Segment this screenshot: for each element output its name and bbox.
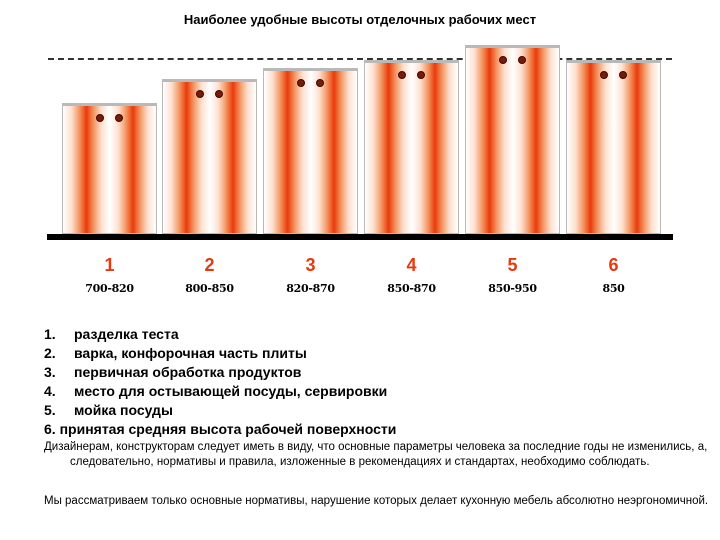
door-knob-icon: [114, 114, 123, 122]
height-range: 850-950: [488, 282, 537, 295]
cabinet-door-left: [63, 106, 111, 233]
cabinet-number: 2: [204, 255, 215, 275]
legend-list: 1. разделка теста 2. варка, конфорочная ча…: [44, 325, 396, 439]
diagram-title: Наиболее удобные высоты отделочных рабоч…: [183, 12, 537, 27]
cabinet-door-left: [264, 71, 312, 233]
list-item: 2. варка, конфорочная часть плиты: [44, 345, 307, 361]
list-item: 6. принятая средняя высота рабочей повер…: [44, 421, 397, 437]
paragraph-designers-note: Дизайнерам, конструкторам следует иметь …: [44, 441, 708, 468]
height-range: 850: [602, 282, 625, 295]
door-knob-icon: [196, 90, 205, 98]
cabinet-4: [364, 60, 459, 234]
height-range: 850-870: [387, 282, 436, 295]
list-item: 1. разделка теста: [44, 326, 179, 342]
cabinet-door-left: [365, 63, 413, 233]
cabinet-number: 3: [305, 255, 316, 275]
cabinet-number: 1: [104, 255, 115, 275]
door-knob-icon: [416, 71, 425, 79]
paragraph-norms-note: Мы рассматриваем только основные нормати…: [44, 495, 709, 507]
cabinet-2: [162, 79, 257, 234]
door-knob-icon: [517, 56, 526, 64]
cabinet-number: 5: [507, 255, 518, 275]
cabinet-1: [62, 103, 157, 234]
cabinet-door-right: [109, 106, 156, 233]
cabinet-3: [263, 68, 358, 234]
height-range: 820-870: [286, 282, 335, 295]
door-knob-icon: [398, 71, 407, 79]
cabinet-6: [566, 60, 661, 234]
door-knob-icon: [297, 79, 306, 87]
cabinet-door-right: [411, 63, 458, 233]
cabinet-door-right: [613, 63, 660, 233]
height-range: 700-820: [85, 282, 134, 295]
list-item: 3. первичная обработка продуктов: [44, 364, 302, 380]
cabinet-5: [465, 45, 560, 234]
cabinet-door-left: [163, 82, 211, 233]
cabinet-number: 6: [608, 255, 619, 275]
cabinet-door-right: [310, 71, 357, 233]
height-range: 800-850: [185, 282, 234, 295]
door-knob-icon: [214, 90, 223, 98]
floor-line: [47, 234, 673, 240]
door-knob-icon: [618, 71, 627, 79]
cabinet-door-left: [567, 63, 615, 233]
cabinet-door-left: [466, 48, 514, 233]
door-knob-icon: [96, 114, 105, 122]
list-item: 5. мойка посуды: [44, 402, 173, 418]
cabinet-door-right: [209, 82, 256, 233]
cabinet-number: 4: [406, 255, 417, 275]
max-height-dashed-line: [48, 58, 672, 60]
door-knob-icon: [499, 56, 508, 64]
cabinet-door-right: [512, 48, 559, 233]
door-knob-icon: [600, 71, 609, 79]
door-knob-icon: [315, 79, 324, 87]
list-item: 4. место для остывающей посуды, сервировк…: [44, 383, 388, 399]
